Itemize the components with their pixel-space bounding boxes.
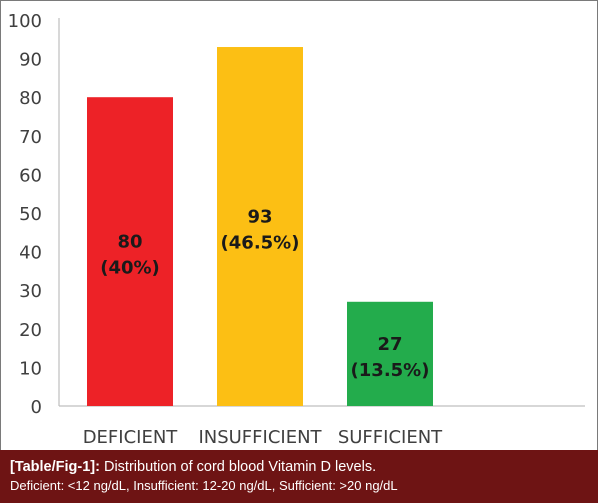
- y-tick-label: 50: [19, 204, 42, 225]
- x-tick-label: INSUFFICIENT: [198, 427, 322, 448]
- bar-data-label: (46.5%): [221, 233, 300, 254]
- figure-caption: [Table/Fig-1]: Distribution of cord bloo…: [0, 450, 598, 503]
- y-tick-label: 0: [31, 397, 42, 418]
- y-tick-label: 20: [19, 320, 42, 341]
- y-tick-label: 90: [19, 50, 42, 71]
- bar-data-label: (40%): [100, 258, 160, 279]
- bar-data-label: 27: [377, 334, 402, 355]
- x-tick-label: DEFICIENT: [83, 427, 179, 448]
- bar-insufficient: [217, 47, 303, 407]
- bar-data-label: (13.5%): [351, 360, 430, 381]
- caption-title: Distribution of cord blood Vitamin D lev…: [103, 459, 377, 475]
- y-tick-label: 10: [19, 358, 42, 379]
- y-tick-label: 100: [8, 11, 42, 32]
- caption-label: [Table/Fig-1]:: [10, 459, 100, 475]
- caption-title-line: [Table/Fig-1]: Distribution of cord bloo…: [10, 458, 588, 477]
- bar-data-label: 80: [117, 232, 142, 253]
- chart-y-tick-labels: 0 10 20 30 40 50 60 70 80 90 100: [8, 11, 42, 418]
- chart-bars: [87, 47, 433, 407]
- chart-x-tick-labels: DEFICIENT INSUFFICIENT SUFFICIENT: [83, 427, 443, 448]
- y-tick-label: 80: [19, 88, 42, 109]
- bar-deficient: [87, 97, 173, 406]
- bar-chart: 80 (40%) 93 (46.5%) 27 (13.5%) DEFICIENT INSUF…: [8, 11, 585, 448]
- bar-data-label: 93: [247, 207, 272, 228]
- x-tick-label: SUFFICIENT: [338, 427, 443, 448]
- bar-sufficient: [347, 301, 433, 406]
- y-tick-label: 30: [19, 281, 42, 302]
- y-tick-label: 60: [19, 165, 42, 186]
- caption-note: Deficient: <12 ng/dL, Insufficient: 12-2…: [10, 478, 398, 493]
- y-tick-label: 40: [19, 243, 42, 264]
- y-tick-label: 70: [19, 127, 42, 148]
- chart-data-labels: 80 (40%) 93 (46.5%) 27 (13.5%): [100, 207, 429, 381]
